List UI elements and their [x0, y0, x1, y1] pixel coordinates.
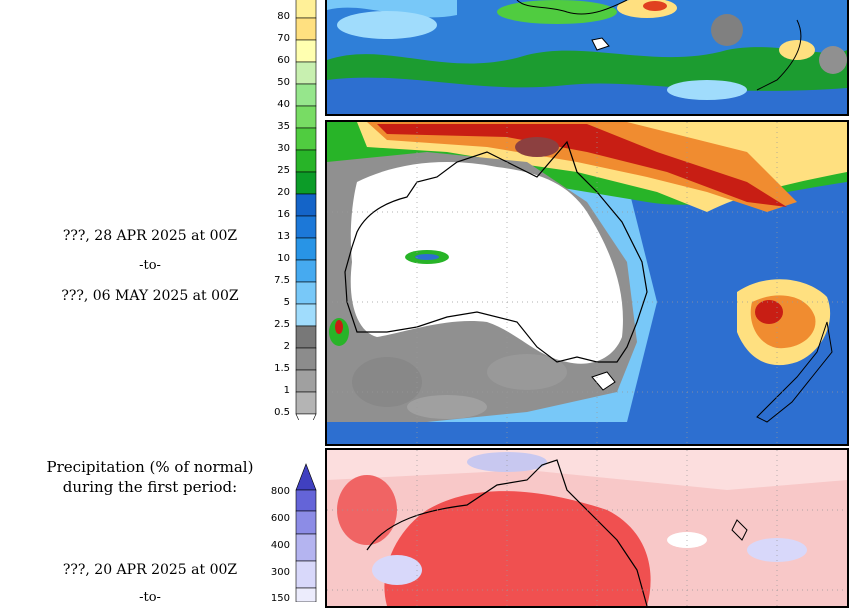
precip-tick: 20: [277, 187, 290, 198]
precip-tick: 25: [277, 165, 290, 176]
precip-tick: 16: [277, 209, 290, 220]
period-start-date: ???, 28 APR 2025 at 00Z: [62, 228, 238, 244]
precip-tick: 1.5: [274, 363, 290, 374]
precip-tick: 5: [283, 297, 290, 308]
precip-tick: 50: [277, 77, 290, 88]
precip-tick: 35: [277, 121, 290, 132]
percent-tick-300: 300: [270, 567, 290, 578]
anomaly-title-line2: during the first period:: [62, 478, 238, 496]
scale-swatch: [295, 149, 317, 173]
precip-tick: 70: [277, 33, 290, 44]
scale-swatch: [295, 369, 317, 393]
scale-swatch: [295, 127, 317, 151]
period-to-separator: -to-: [139, 258, 161, 273]
anomaly-map-bottom: [327, 450, 847, 606]
scale-min-arrow: [295, 413, 317, 420]
percent-tick-800: 800: [270, 486, 290, 497]
anomaly-to-separator: -to-: [139, 590, 161, 605]
scale-swatch: [295, 39, 317, 63]
anomaly-title-line1: Precipitation (% of normal): [46, 458, 254, 476]
precip-tick: 30: [277, 143, 290, 154]
precip-tick: 2: [283, 341, 290, 352]
precip-tick: 13: [277, 231, 290, 242]
precip-tick: 7.5: [274, 275, 290, 286]
scale-swatch: [295, 325, 317, 349]
precip-map-top: [327, 0, 847, 114]
precip-tick: 60: [277, 55, 290, 66]
precip-tick: 0.5: [274, 407, 290, 418]
percent-color-scale: [295, 462, 317, 602]
map-panel-bottom: [325, 448, 849, 608]
scale-swatch: [295, 0, 317, 19]
scale-swatch: [295, 193, 317, 217]
precip-scale-bar: [295, 0, 317, 420]
percent-tick-150: 150: [270, 593, 290, 604]
precip-tick: 2.5: [274, 319, 290, 330]
scale-swatch: [295, 105, 317, 129]
period-end-date: ???, 06 MAY 2025 at 00Z: [61, 288, 239, 304]
precip-color-scale: [295, 0, 317, 420]
scale-swatch: [295, 83, 317, 107]
percent-scale-bar: [295, 463, 317, 602]
precip-tick: 80: [277, 11, 290, 22]
percent-tick-400: 400: [270, 540, 290, 551]
scale-swatch: [295, 17, 317, 41]
precip-tick: 10: [277, 253, 290, 264]
anomaly-period-start: ???, 20 APR 2025 at 00Z: [62, 562, 238, 578]
scale-swatch: [295, 303, 317, 327]
scale-swatch: [295, 391, 317, 415]
scale-swatch: [295, 347, 317, 371]
map-panel-middle: [325, 120, 849, 446]
scale-swatch: [295, 61, 317, 85]
percent-tick-600: 600: [270, 513, 290, 524]
precip-tick: 1: [283, 385, 290, 396]
map-panel-top: [325, 0, 849, 116]
scale-swatch: [295, 171, 317, 195]
precip-map-middle: [327, 122, 847, 444]
precip-tick: 40: [277, 99, 290, 110]
